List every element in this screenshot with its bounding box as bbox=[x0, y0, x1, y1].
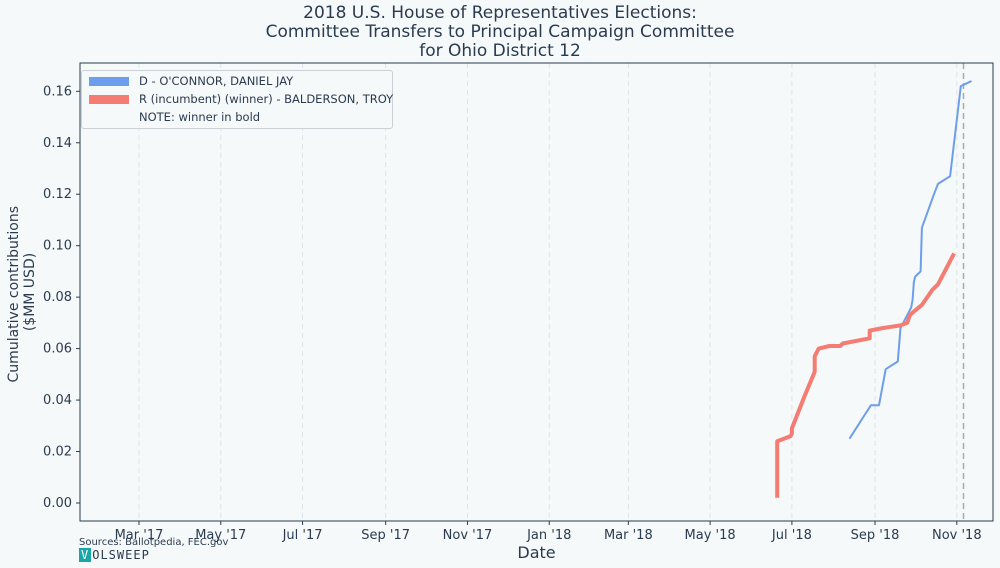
series-line-oconnor bbox=[848, 80, 972, 440]
x-tick-label: Sep '18 bbox=[851, 528, 900, 543]
grid-lines bbox=[138, 63, 958, 521]
x-tick-label: May '18 bbox=[685, 528, 736, 543]
y-tick-label: 0.12 bbox=[43, 187, 72, 202]
y-tick-label: 0.02 bbox=[43, 445, 72, 460]
legend-swatch-oconnor bbox=[89, 77, 129, 86]
x-tick-label: Mar '18 bbox=[604, 528, 653, 543]
x-tick-label: Nov '18 bbox=[932, 528, 982, 543]
legend-label-oconnor: D - O'CONNOR, DANIEL JAY bbox=[139, 74, 294, 88]
plot-frame bbox=[79, 62, 994, 522]
legend-label-balderson: R (incumbent) (winner) - BALDERSON, TROY bbox=[139, 92, 394, 106]
y-axis-label-line-1: Cumulative contributions bbox=[6, 206, 22, 383]
legend-swatch-balderson bbox=[89, 95, 129, 104]
x-tick-label: Sep '17 bbox=[361, 528, 410, 543]
y-tick-label: 0.14 bbox=[43, 136, 72, 151]
y-axis-label-line-2: ($MM USD) bbox=[22, 253, 38, 331]
x-tick-label: Nov '17 bbox=[443, 528, 493, 543]
title-line-2: Committee Transfers to Principal Campaig… bbox=[265, 22, 735, 42]
y-tick-label: 0.04 bbox=[43, 393, 72, 408]
title-line-3: for Ohio District 12 bbox=[419, 41, 581, 61]
legend: D - O'CONNOR, DANIEL JAY R (incumbent) (… bbox=[81, 70, 393, 129]
series-lines bbox=[775, 80, 972, 498]
x-axis-label: Date bbox=[517, 543, 555, 562]
y-axis-ticks: 0.00 0.02 0.04 0.06 0.08 0.10 0.12 0.14 0.16 bbox=[43, 84, 80, 511]
volsweep-logo: V OLSWEEP bbox=[79, 548, 150, 563]
chart-title: 2018 U.S. House of Representatives Elect… bbox=[0, 4, 1000, 61]
x-tick-label: Jan '18 bbox=[526, 528, 571, 543]
y-tick-label: 0.06 bbox=[43, 342, 72, 357]
y-tick-label: 0.08 bbox=[43, 290, 72, 305]
logo-wordmark: OLSWEEP bbox=[92, 548, 150, 562]
x-tick-label: Jul '17 bbox=[282, 528, 323, 543]
y-tick-label: 0.16 bbox=[43, 84, 72, 99]
y-tick-label: 0.10 bbox=[43, 239, 72, 254]
y-tick-label: 0.00 bbox=[43, 496, 72, 511]
y-axis-label: Cumulative contributions ($MM USD) bbox=[6, 202, 38, 383]
x-tick-label: Jul '18 bbox=[771, 528, 812, 543]
logo-mark: V bbox=[79, 548, 92, 562]
x-axis-ticks: Mar '17 May '17 Jul '17 Sep '17 Nov '17 Jan '… bbox=[115, 521, 982, 543]
series-line-balderson bbox=[775, 252, 956, 498]
x-tick-label: Mar '17 bbox=[115, 528, 164, 543]
title-line-1: 2018 U.S. House of Representatives Elect… bbox=[303, 3, 697, 23]
x-tick-label: May '17 bbox=[195, 528, 246, 543]
sources-note: Sources: Ballotpedia, FEC.gov bbox=[79, 537, 229, 548]
legend-note-text: NOTE: winner in bold bbox=[139, 110, 261, 124]
